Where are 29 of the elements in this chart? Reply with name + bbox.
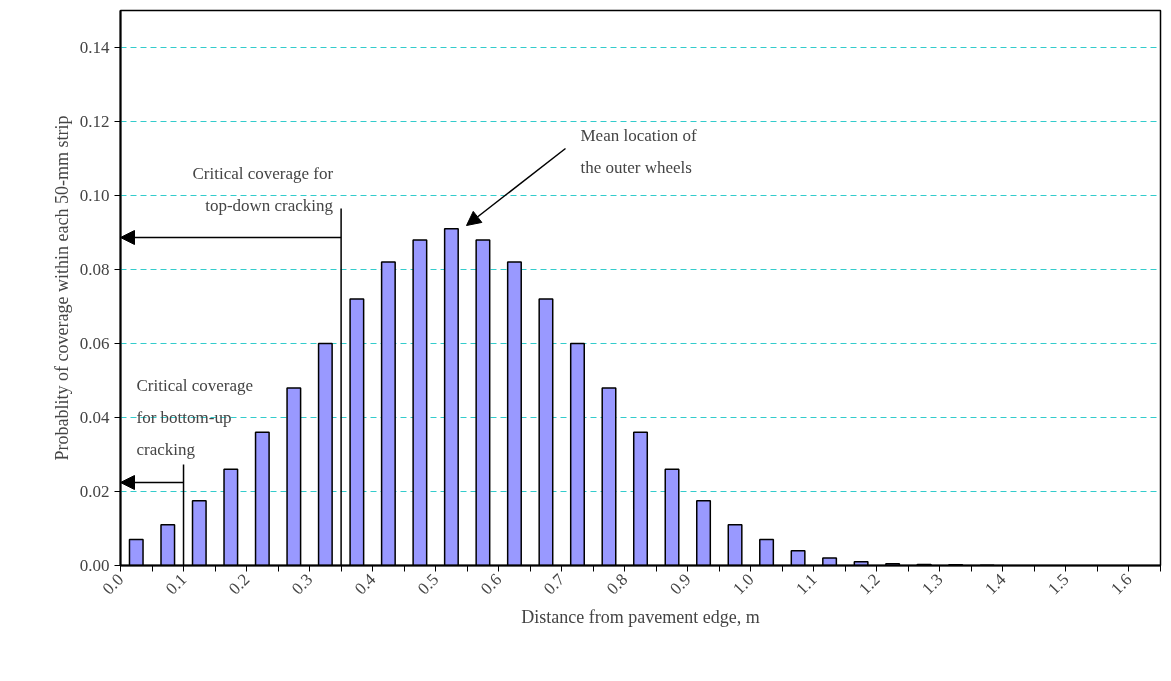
y-tick-label: 0.02 xyxy=(79,482,110,501)
x-tick-label: 1.5 xyxy=(1044,569,1073,599)
x-tick-label: 0.1 xyxy=(161,569,191,599)
y-tick-label: 0.00 xyxy=(79,556,110,575)
x-tick-label: 1.6 xyxy=(1107,569,1136,599)
ref-line-label: Critical coverage for top-down cracking xyxy=(192,164,334,216)
y-tick-label: 0.06 xyxy=(79,334,110,353)
x-tick-label: 0.5 xyxy=(413,569,443,599)
x-tick-label: 0.7 xyxy=(539,569,569,599)
x-tick-label: 0.2 xyxy=(224,569,254,599)
x-tick-label: 1.2 xyxy=(855,569,884,599)
x-tick-label: 0.9 xyxy=(666,569,695,599)
x-tick-label: 1.4 xyxy=(981,569,1010,599)
x-tick-label: 1.3 xyxy=(918,569,947,599)
ref-line-label: Critical coverage for bottom-up cracking xyxy=(136,375,254,460)
y-tick-label: 0.14 xyxy=(79,38,110,57)
x-tick-label: 0.4 xyxy=(350,569,380,599)
x-tick-label: 0.3 xyxy=(287,569,317,599)
x-tick-label: 1.0 xyxy=(729,569,758,599)
y-tick-label: 0.12 xyxy=(79,112,110,131)
x-axis-title: Distance from pavement edge, m xyxy=(521,607,760,628)
x-tick-label: 1.1 xyxy=(792,569,821,599)
annotation: Mean location of the outer wheels xyxy=(580,125,697,177)
x-tick-label: 0.8 xyxy=(603,569,632,599)
y-tick-label: 0.04 xyxy=(79,408,110,427)
x-tick-label: 0.6 xyxy=(476,569,506,599)
y-tick-label: 0.08 xyxy=(79,260,110,279)
y-axis-title: Probablity of coverage within each 50-mm strip xyxy=(51,115,72,461)
y-tick-label: 0.10 xyxy=(79,186,110,205)
